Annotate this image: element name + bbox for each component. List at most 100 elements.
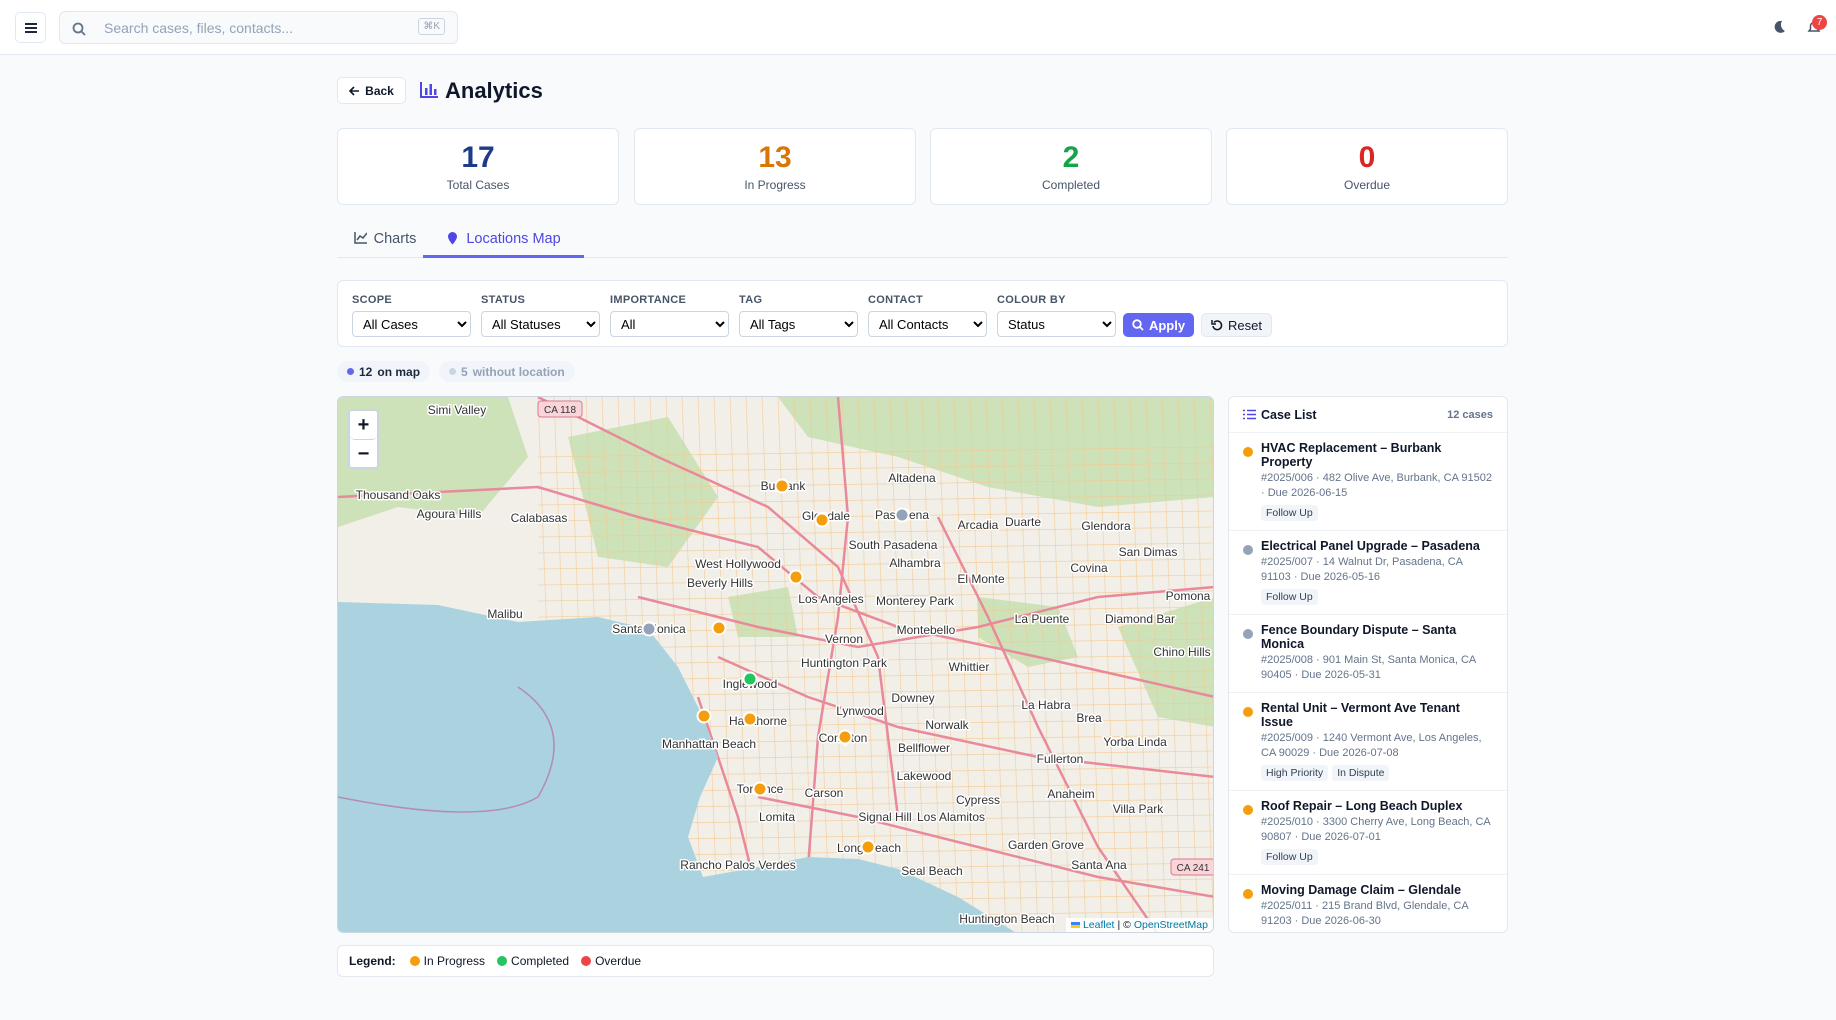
case-meta: #2025/010 · 3300 Cherry Ave, Long Beach,… xyxy=(1261,816,1491,843)
case-marker[interactable] xyxy=(711,620,727,636)
legend-dot xyxy=(497,956,508,966)
filter-select[interactable]: All Statuses xyxy=(481,311,600,337)
reset-button[interactable]: Reset xyxy=(1201,313,1272,337)
legend-item: Overdue xyxy=(581,954,641,968)
street xyxy=(825,397,847,932)
freeway xyxy=(338,485,1213,698)
street xyxy=(1049,397,1071,932)
street xyxy=(937,397,959,932)
map-label: Malibu xyxy=(487,607,522,621)
road-shield xyxy=(1170,858,1213,876)
case-title: Moving Damage Claim – Glendale xyxy=(1261,883,1462,897)
case-tag: High Priority xyxy=(1261,765,1329,781)
street xyxy=(537,606,1213,618)
street xyxy=(1129,397,1151,932)
tab-label: Charts xyxy=(373,231,417,247)
case-marker[interactable] xyxy=(774,478,790,494)
reset-label: Reset xyxy=(1228,317,1262,333)
case-marker[interactable] xyxy=(894,507,910,523)
legend-item: In Progress xyxy=(409,954,485,968)
filter-select[interactable]: Status xyxy=(997,311,1116,337)
map-label: Glendora xyxy=(1081,519,1131,533)
zoom-in[interactable]: + xyxy=(350,411,377,440)
search-box[interactable]: Search cases, files, contacts... ⌘K xyxy=(59,11,458,44)
map-label: Seal Beach xyxy=(901,864,962,878)
map-label: Monterey Park xyxy=(876,594,955,608)
case-meta: #2025/007 · 14 Walnut Dr, Pasadena, CA 9… xyxy=(1261,556,1463,583)
case-item[interactable]: HVAC Replacement – Burbank Property #2025… xyxy=(1229,432,1507,530)
tab[interactable]: Charts xyxy=(343,231,427,258)
leaflet-link[interactable]: Leaflet xyxy=(1082,919,1115,931)
case-marker[interactable] xyxy=(641,621,657,637)
filter-select[interactable]: All Tags xyxy=(739,311,858,337)
filter-select[interactable]: All Cases xyxy=(352,311,471,337)
case-title: Roof Repair – Long Beach Duplex xyxy=(1261,799,1463,813)
map-label: Lynwood xyxy=(836,704,884,718)
map-label: El Monte xyxy=(957,572,1005,586)
map-label: South Pasadena xyxy=(849,538,938,552)
case-marker[interactable] xyxy=(814,512,830,528)
apply-button[interactable]: Apply xyxy=(1123,313,1194,337)
map-label: Rancho Palos Verdes xyxy=(680,858,795,872)
case-items: HVAC Replacement – Burbank Property #2025… xyxy=(1229,432,1507,932)
osm-link[interactable]: OpenStreetMap xyxy=(1133,919,1208,931)
map-label: Carson xyxy=(805,786,844,800)
shield-label: CA 118 xyxy=(544,405,576,416)
map-label: Altadena xyxy=(888,471,936,485)
map-label: Downey xyxy=(891,691,934,705)
status-dot xyxy=(1243,629,1253,639)
case-list-header: Case List 12 cases xyxy=(1229,397,1507,432)
map-label: Signal Hill xyxy=(858,810,911,824)
map[interactable]: Simi Valley Thousand Oaks Agoura Hills Cala… xyxy=(338,397,1214,933)
case-marker[interactable] xyxy=(788,569,804,585)
map-label: Garden Grove xyxy=(1008,838,1084,852)
case-list-title: Case List xyxy=(1261,407,1317,422)
map-container[interactable]: Simi Valley Thousand Oaks Agoura Hills Cala… xyxy=(337,396,1214,933)
case-item[interactable]: Moving Damage Claim – Glendale #2025/011 … xyxy=(1229,874,1507,932)
case-item[interactable]: Roof Repair – Long Beach Duplex #2025/010… xyxy=(1229,790,1507,874)
case-item[interactable]: Electrical Panel Upgrade – Pasadena #2025… xyxy=(1229,530,1507,614)
case-marker[interactable] xyxy=(742,711,758,727)
map-label: San Dimas xyxy=(1119,545,1178,559)
case-marker[interactable] xyxy=(837,729,853,745)
theme-toggle[interactable] xyxy=(1771,19,1787,35)
shield-label: CA 241 xyxy=(1177,863,1210,874)
filter-label: STATUS xyxy=(481,294,526,306)
search-placeholder: Search cases, files, contacts... xyxy=(104,20,294,36)
case-marker[interactable] xyxy=(742,671,758,687)
case-marker[interactable] xyxy=(860,839,876,855)
street xyxy=(537,526,1213,538)
street xyxy=(873,397,895,932)
summary-text: without location xyxy=(472,364,565,379)
case-marker[interactable] xyxy=(696,708,712,724)
filter-select[interactable]: All xyxy=(610,311,729,337)
freeway xyxy=(936,516,1159,932)
street xyxy=(985,397,1007,932)
map-label: West Hollywood xyxy=(695,557,781,571)
street xyxy=(537,478,1213,490)
map-label: Norwalk xyxy=(925,718,969,732)
legend-title: Legend: xyxy=(349,954,396,968)
stat-card: 13 In Progress xyxy=(634,128,916,205)
case-item[interactable]: Fence Boundary Dispute – Santa Monica #20… xyxy=(1229,614,1507,692)
map-label: La Habra xyxy=(1021,698,1071,712)
menu-button[interactable] xyxy=(15,12,46,43)
filter-label: SCOPE xyxy=(352,294,393,306)
street xyxy=(537,462,1213,474)
freeway xyxy=(717,655,1213,779)
zoom-out[interactable]: − xyxy=(357,442,370,465)
tab[interactable]: Locations Map xyxy=(423,231,584,258)
case-item[interactable]: Rental Unit – Vermont Ave Tenant Issue #2… xyxy=(1229,692,1507,790)
map-label: Agoura Hills xyxy=(417,507,482,521)
filter-field: STATUS All Statuses xyxy=(481,294,600,337)
case-tags: Follow Up xyxy=(1261,501,1493,521)
filter-label: TAG xyxy=(739,294,763,306)
filter-field: SCOPE All Cases xyxy=(352,294,471,337)
filter-select[interactable]: All Contacts xyxy=(868,311,987,337)
back-button[interactable]: Back xyxy=(337,77,406,104)
street xyxy=(537,574,1213,586)
filter-panel: SCOPE All Cases STATUS All Statuses IMPORTAN… xyxy=(337,280,1508,347)
case-marker[interactable] xyxy=(752,781,768,797)
map-label: Arcadia xyxy=(958,518,999,532)
road-shield xyxy=(537,400,583,418)
